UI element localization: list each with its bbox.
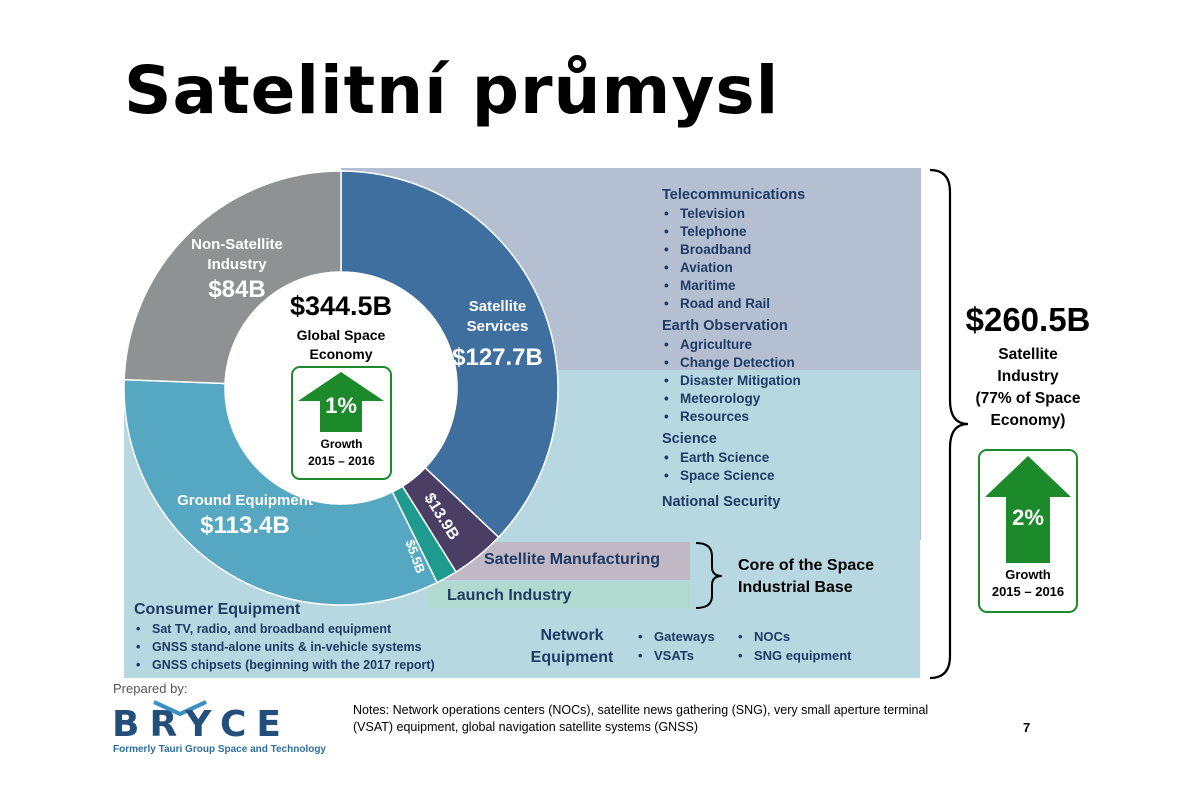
network-item: SNG equipment: [736, 646, 852, 665]
manufacturing-bar-label: Satellite Manufacturing: [484, 551, 660, 569]
center-growth-value: 1%: [316, 393, 366, 419]
services-item: Space Science: [662, 467, 912, 485]
satellite-industry-total: $260.5B Satellite Industry (77% of Space…: [950, 300, 1106, 432]
services-item: Earth Science: [662, 449, 912, 467]
industry-caption-3: (77% of Space: [950, 388, 1106, 410]
industry-growth-period: 2015 – 2016: [979, 583, 1077, 600]
industry-growth-value: 2%: [1004, 505, 1052, 531]
services-item: Broadband: [662, 241, 912, 259]
industry-total-value: $260.5B: [950, 300, 1106, 340]
center-caption-2: Economy: [271, 345, 411, 364]
core-label-1: Core of the Space: [738, 555, 874, 577]
industry-caption-2: Industry: [950, 366, 1106, 388]
network-label-2: Equipment: [522, 647, 622, 669]
services-item: Resources: [662, 408, 912, 426]
services-group-heading: Telecommunications: [662, 186, 912, 205]
center-growth-label: Growth: [292, 436, 391, 453]
services-item: Aviation: [662, 259, 912, 277]
ground-label: Ground Equipment: [170, 491, 320, 511]
services-group-heading: National Security: [662, 493, 912, 512]
services-item: Meteorology: [662, 390, 912, 408]
services-label-2: Services: [440, 317, 555, 337]
services-list: TelecommunicationsTelevisionTelephoneBro…: [662, 182, 912, 512]
core-label-2: Industrial Base: [738, 577, 874, 599]
services-item: Disaster Mitigation: [662, 372, 912, 390]
industry-caption-4: Economy): [950, 410, 1106, 432]
services-item: Change Detection: [662, 354, 912, 372]
services-item: Television: [662, 205, 912, 223]
consumer-item: Sat TV, radio, and broadband equipment: [134, 620, 435, 638]
services-group-heading: Earth Observation: [662, 317, 912, 336]
services-value: $127.7B: [440, 343, 555, 373]
industry-growth-label: Growth: [979, 566, 1077, 583]
page-number: 7: [1023, 720, 1030, 735]
services-label-1: Satellite: [440, 297, 555, 317]
center-growth-period: 2015 – 2016: [292, 453, 391, 470]
launch-bar-label: Launch Industry: [447, 587, 571, 605]
consumer-item: GNSS chipsets (beginning with the 2017 r…: [134, 656, 435, 674]
center-caption-1: Global Space: [271, 326, 411, 345]
notes: Notes: Network operations centers (NOCs)…: [353, 702, 943, 736]
non-satellite-label-1: Non-Satellite: [172, 235, 302, 255]
prepared-by: Prepared by:: [113, 681, 187, 696]
bryce-logo: BRYCE: [112, 704, 291, 745]
services-item: Agriculture: [662, 336, 912, 354]
consumer-equipment: Consumer Equipment Sat TV, radio, and br…: [134, 600, 435, 674]
services-item: Telephone: [662, 223, 912, 241]
consumer-item: GNSS stand-alone units & in-vehicle syst…: [134, 638, 435, 656]
ground-value: $113.4B: [170, 511, 320, 541]
non-satellite-label-2: Industry: [172, 255, 302, 275]
industry-caption-1: Satellite: [950, 344, 1106, 366]
network-item: NOCs: [736, 627, 852, 646]
consumer-heading: Consumer Equipment: [134, 600, 435, 620]
network-item: VSATs: [636, 646, 715, 665]
services-group-heading: Science: [662, 430, 912, 449]
services-item: Maritime: [662, 277, 912, 295]
services-item: Road and Rail: [662, 295, 912, 313]
network-label-1: Network: [522, 625, 622, 647]
bryce-subtitle: Formerly Tauri Group Space and Technolog…: [113, 744, 326, 755]
center-total: $344.5B: [271, 291, 411, 322]
network-item: Gateways: [636, 627, 715, 646]
